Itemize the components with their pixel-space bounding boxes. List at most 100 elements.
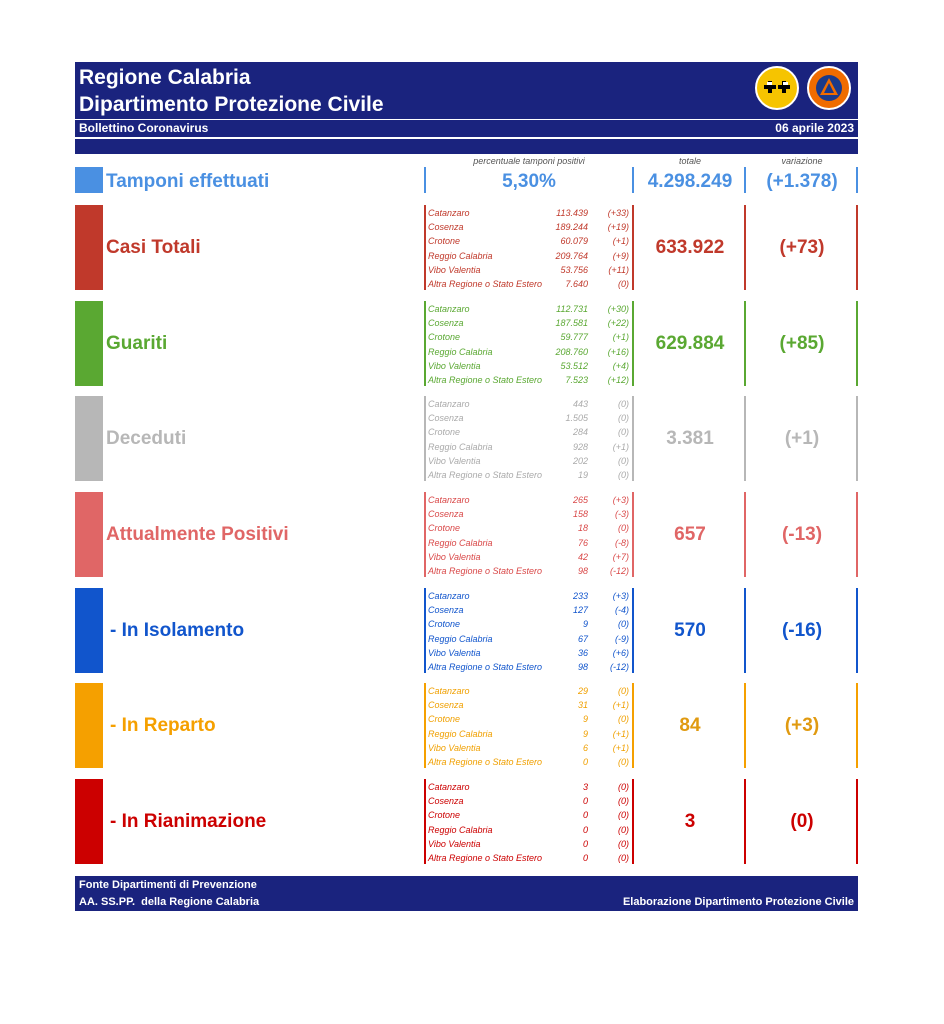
- rianimazione-divider-4: [856, 779, 858, 864]
- province-value: 158: [572, 509, 588, 520]
- province-value: 187.581: [555, 318, 588, 329]
- province-delta: (-3): [615, 509, 629, 520]
- province-delta: (0): [618, 838, 629, 849]
- province-name: Catanzaro: [428, 399, 470, 409]
- rianimazione-total: 3: [684, 811, 696, 832]
- province-delta: (+12): [607, 374, 629, 385]
- province-delta: (+3): [612, 495, 629, 505]
- tamponi-percentage: 5,30%: [502, 171, 556, 192]
- province-name: Altra Regione o Stato Estero: [428, 852, 543, 863]
- reparto-label: - In Reparto: [110, 715, 216, 736]
- isolamento-divider-3: [744, 588, 746, 673]
- province-name: Altra Regione o Stato Estero: [428, 278, 543, 289]
- province-name: Reggio Calabria: [428, 633, 493, 644]
- province-delta: (+11): [608, 264, 629, 275]
- province-name: Altra Regione o Stato Estero: [428, 661, 543, 672]
- deceduti-province-list: Catanzaro 443 (0) Cosenza 1.505 (0) Crotone 2…: [428, 397, 632, 482]
- province-name: Reggio Calabria: [428, 441, 493, 452]
- province-name: Cosenza: [428, 796, 464, 807]
- province-row: Reggio Calabria 928 (+1): [428, 440, 632, 454]
- province-delta: (-12): [609, 661, 629, 672]
- province-row: Crotone 284 (0): [428, 425, 632, 439]
- province-value: 284: [572, 427, 588, 438]
- province-row: Cosenza 189.244 (+19): [428, 220, 632, 234]
- province-value: 29: [577, 686, 588, 696]
- guariti-province-list: Catanzaro 112.731 (+30) Cosenza 187.581 (+22…: [428, 302, 632, 387]
- isolamento-label: - In Isolamento: [110, 620, 245, 641]
- tamponi-delta: (+1.378): [766, 171, 838, 192]
- province-name: Cosenza: [428, 605, 464, 616]
- province-name: Crotone: [428, 523, 461, 534]
- province-name: Cosenza: [428, 318, 464, 329]
- province-name: Vibo Valentia: [428, 647, 481, 658]
- province-row: Vibo Valentia 0 (0): [428, 837, 632, 851]
- province-delta: (+1): [612, 742, 629, 753]
- header-divider: [75, 119, 858, 120]
- tamponi-divider-1: [424, 167, 426, 193]
- province-delta: (+19): [607, 222, 629, 233]
- guariti-color-bar: [75, 301, 103, 386]
- province-delta: (-9): [615, 633, 629, 644]
- province-row: Reggio Calabria 209.764 (+9): [428, 249, 632, 263]
- delta-column-header: variazione: [781, 156, 823, 166]
- province-delta: (0): [618, 523, 629, 534]
- province-name: Reggio Calabria: [428, 824, 493, 835]
- guariti-divider-2: [632, 301, 634, 386]
- province-value: 0: [582, 824, 588, 835]
- province-row: Cosenza 158 (-3): [428, 507, 632, 521]
- province-value: 42: [577, 551, 588, 562]
- province-row: Vibo Valentia 53.512 (+4): [428, 359, 632, 373]
- region-title: Regione Calabria: [79, 66, 251, 89]
- province-row: Crotone 60.079 (+1): [428, 234, 632, 248]
- province-delta: (+22): [607, 318, 629, 329]
- province-value: 265: [572, 495, 588, 505]
- province-row: Crotone 9 (0): [428, 712, 632, 726]
- province-name: Vibo Valentia: [428, 742, 481, 753]
- province-delta: (+6): [612, 647, 629, 658]
- province-name: Vibo Valentia: [428, 838, 481, 849]
- province-delta: (-12): [609, 565, 629, 576]
- perc-column-header: percentuale tamponi positivi: [473, 156, 585, 166]
- province-name: Reggio Calabria: [428, 346, 493, 357]
- province-delta: (+33): [607, 208, 629, 218]
- province-name: Catanzaro: [428, 591, 470, 601]
- province-name: Vibo Valentia: [428, 264, 481, 275]
- province-delta: (0): [618, 278, 629, 289]
- province-row: Catanzaro 3 (0): [428, 780, 632, 794]
- province-row: Catanzaro 443 (0): [428, 397, 632, 411]
- reparto-total: 84: [679, 715, 701, 736]
- province-delta: (0): [618, 469, 629, 480]
- deceduti-divider-2: [632, 396, 634, 481]
- guariti-divider-1: [424, 301, 426, 386]
- province-value: 3: [582, 782, 588, 792]
- province-delta: (+1): [612, 332, 629, 343]
- province-value: 9: [582, 728, 588, 739]
- province-value: 209.764: [555, 250, 588, 261]
- province-delta: (0): [618, 686, 629, 696]
- province-row: Altra Regione o Stato Estero 0 (0): [428, 755, 632, 769]
- province-value: 112.731: [556, 304, 588, 314]
- province-delta: (0): [618, 399, 629, 409]
- footer-source-line1: Fonte Dipartimenti di Prevenzione: [79, 879, 257, 891]
- deceduti-divider-4: [856, 396, 858, 481]
- province-row: Cosenza 187.581 (+22): [428, 316, 632, 330]
- province-row: Crotone 9 (0): [428, 617, 632, 631]
- guariti-total: 629.884: [655, 333, 725, 354]
- province-row: Altra Regione o Stato Estero 19 (0): [428, 468, 632, 482]
- province-value: 59.777: [560, 332, 588, 343]
- casi-delta: (+73): [779, 237, 825, 258]
- casi-province-list: Catanzaro 113.439 (+33) Cosenza 189.244 (+19…: [428, 206, 632, 291]
- province-delta: (+1): [612, 441, 629, 452]
- province-value: 1.505: [565, 413, 588, 424]
- province-row: Vibo Valentia 6 (+1): [428, 741, 632, 755]
- province-row: Altra Regione o Stato Estero 7.640 (0): [428, 277, 632, 291]
- province-value: 67: [577, 633, 588, 644]
- province-value: 76: [577, 537, 588, 548]
- tamponi-color-bar: [75, 167, 103, 193]
- province-row: Reggio Calabria 9 (+1): [428, 727, 632, 741]
- province-value: 98: [577, 565, 588, 576]
- province-value: 18: [577, 523, 588, 534]
- header-bottom-divider: [75, 137, 858, 139]
- province-value: 0: [582, 796, 588, 807]
- province-row: Vibo Valentia 42 (+7): [428, 550, 632, 564]
